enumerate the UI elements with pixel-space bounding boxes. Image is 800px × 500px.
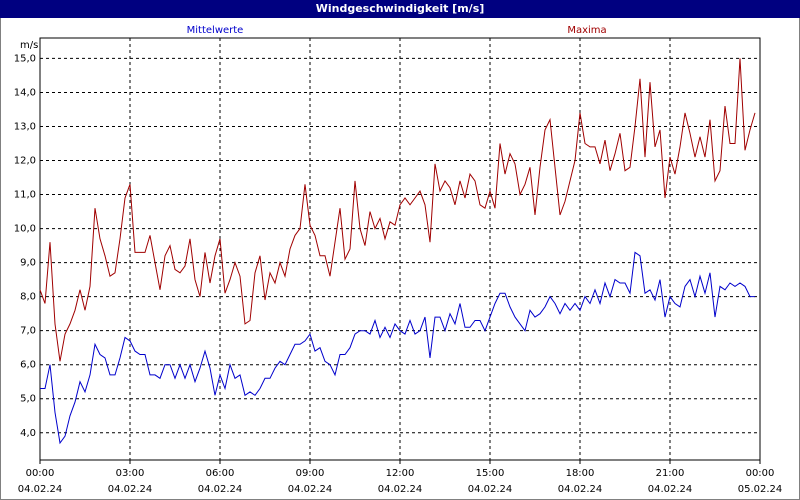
x-tick-date: 04.02.24 <box>198 484 243 495</box>
y-tick-label: 6,0 <box>20 360 36 371</box>
y-tick-label: 10,0 <box>14 224 36 235</box>
x-tick-date: 04.02.24 <box>378 484 423 495</box>
x-tick-date: 05.02.24 <box>738 484 783 495</box>
x-tick-date: 04.02.24 <box>648 484 693 495</box>
y-tick-label: 9,0 <box>20 258 36 269</box>
legend-entry: Maxima <box>567 25 606 36</box>
x-tick-label: 06:00 <box>206 468 235 479</box>
x-tick-label: 00:00 <box>26 468 55 479</box>
title-bar <box>0 0 800 18</box>
x-tick-label: 09:00 <box>296 468 325 479</box>
x-tick-date: 04.02.24 <box>288 484 333 495</box>
x-tick-date: 04.02.24 <box>108 484 153 495</box>
series-line <box>40 251 755 445</box>
chart-title: Windgeschwindigkeit [m/s] <box>316 2 485 15</box>
x-tick-label: 03:00 <box>116 468 145 479</box>
legend-entry: Mittelwerte <box>187 25 244 36</box>
x-tick-label: 00:00 <box>746 468 775 479</box>
x-tick-date: 04.02.24 <box>18 484 63 495</box>
y-tick-label: 14,0 <box>14 87 36 98</box>
x-tick-label: 21:00 <box>656 468 685 479</box>
x-tick-date: 04.02.24 <box>558 484 603 495</box>
y-tick-label: 8,0 <box>20 292 36 303</box>
series-line <box>39 58 756 362</box>
y-tick-label: 7,0 <box>20 326 36 337</box>
x-tick-label: 12:00 <box>386 468 415 479</box>
y-tick-label: 12,0 <box>14 156 36 167</box>
x-tick-label: 15:00 <box>476 468 505 479</box>
y-tick-label: 5,0 <box>20 394 36 405</box>
y-unit: m/s <box>20 40 38 51</box>
y-tick-label: 11,0 <box>14 190 36 201</box>
x-tick-date: 04.02.24 <box>468 484 513 495</box>
y-tick-label: 15,0 <box>14 53 36 64</box>
x-tick-label: 18:00 <box>566 468 595 479</box>
y-tick-label: 4,0 <box>20 428 36 439</box>
y-tick-label: 13,0 <box>14 121 36 132</box>
